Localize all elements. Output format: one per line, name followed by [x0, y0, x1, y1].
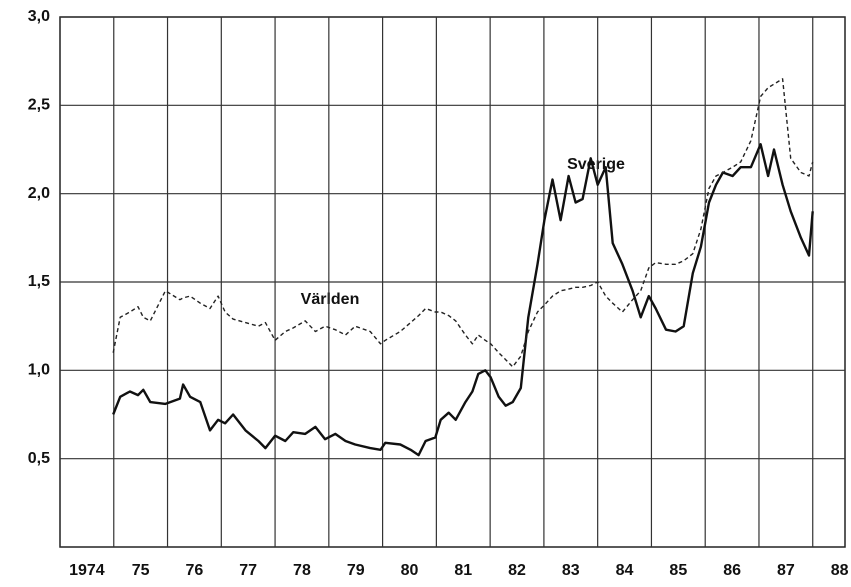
y-tick-label: 1,0: [28, 362, 50, 379]
x-tick-label: 80: [401, 562, 419, 579]
x-tick-label: 79: [347, 562, 365, 579]
x-tick-label: 81: [454, 562, 472, 579]
series-line: [112, 143, 814, 457]
y-tick-label: 2,0: [28, 185, 50, 202]
series-line: [112, 78, 814, 368]
x-tick-label: 82: [508, 562, 526, 579]
x-tick-label: 78: [293, 562, 311, 579]
x-tick-label: 83: [562, 562, 580, 579]
x-tick-label: 1974: [69, 562, 105, 579]
x-tick-label: 77: [239, 562, 257, 579]
x-tick-label: 87: [777, 562, 795, 579]
y-tick-label: 2,5: [28, 97, 50, 114]
series-label: Sverige: [567, 156, 625, 173]
x-tick-label: 84: [616, 562, 634, 579]
y-tick-label: 3,0: [28, 8, 50, 25]
x-tick-label: 76: [186, 562, 204, 579]
x-tick-label: 75: [132, 562, 150, 579]
y-tick-label: 0,5: [28, 450, 50, 467]
series-label: Världen: [301, 291, 360, 308]
x-tick-label: 86: [723, 562, 741, 579]
y-tick-label: 1,5: [28, 273, 50, 290]
x-tick-label: 85: [669, 562, 687, 579]
x-tick-label: 88: [831, 562, 849, 579]
